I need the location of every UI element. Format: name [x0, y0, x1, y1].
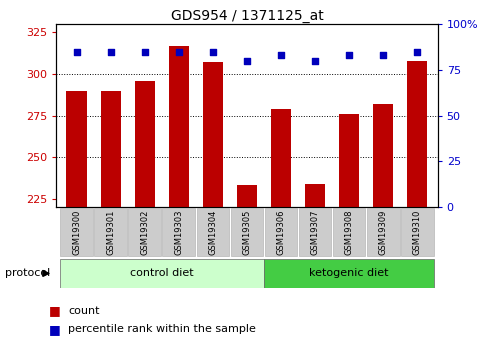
Bar — [332, 208, 365, 256]
Bar — [101, 91, 121, 207]
Bar — [94, 208, 127, 256]
Bar — [372, 104, 392, 207]
Point — [175, 49, 183, 54]
Bar — [66, 91, 87, 207]
Point — [379, 52, 386, 58]
Point — [412, 49, 420, 54]
Point — [73, 49, 81, 54]
Point — [310, 58, 318, 63]
Text: GSM19306: GSM19306 — [276, 209, 285, 255]
Bar — [406, 61, 427, 207]
Text: GSM19302: GSM19302 — [140, 209, 149, 255]
Bar — [60, 259, 264, 288]
Text: ketogenic diet: ketogenic diet — [309, 268, 388, 278]
Text: GSM19305: GSM19305 — [242, 209, 251, 255]
Title: GDS954 / 1371125_at: GDS954 / 1371125_at — [170, 9, 323, 23]
Bar — [264, 259, 433, 288]
Bar — [338, 114, 359, 207]
Text: GSM19303: GSM19303 — [174, 209, 183, 255]
Point — [106, 49, 114, 54]
Bar — [162, 208, 195, 256]
Text: count: count — [68, 306, 100, 315]
Bar — [270, 109, 291, 207]
Bar — [366, 208, 399, 256]
Bar — [168, 46, 189, 207]
Text: GSM19309: GSM19309 — [378, 209, 387, 255]
Text: GSM19300: GSM19300 — [72, 209, 81, 255]
Bar — [202, 62, 223, 207]
Point — [243, 58, 250, 63]
Bar — [60, 208, 93, 256]
Point — [277, 52, 285, 58]
Bar — [236, 185, 257, 207]
Text: control diet: control diet — [130, 268, 193, 278]
Text: GSM19308: GSM19308 — [344, 209, 353, 255]
Bar — [230, 208, 263, 256]
Text: ■: ■ — [49, 304, 61, 317]
Point — [345, 52, 352, 58]
Text: GSM19304: GSM19304 — [208, 209, 217, 255]
Bar — [304, 184, 325, 207]
Text: GSM19301: GSM19301 — [106, 209, 115, 255]
Bar — [134, 81, 155, 207]
Text: protocol: protocol — [5, 268, 50, 278]
Text: percentile rank within the sample: percentile rank within the sample — [68, 325, 256, 334]
Bar — [196, 208, 229, 256]
Bar — [264, 208, 297, 256]
Bar — [400, 208, 433, 256]
Bar — [128, 208, 161, 256]
Text: GSM19307: GSM19307 — [310, 209, 319, 255]
Text: ■: ■ — [49, 323, 61, 336]
Bar — [298, 208, 331, 256]
Point — [141, 49, 148, 54]
Point — [208, 49, 216, 54]
Text: GSM19310: GSM19310 — [412, 209, 421, 255]
